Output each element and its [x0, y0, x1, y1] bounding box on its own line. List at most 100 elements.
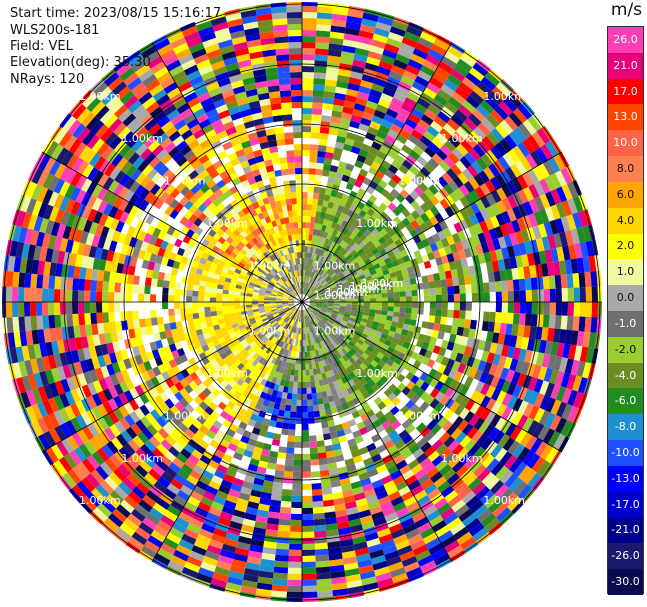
ppi-gate [402, 69, 418, 82]
ppi-gate [423, 295, 430, 302]
ppi-gate [315, 303, 322, 306]
ppi-gate [339, 212, 347, 221]
ppi-gate [316, 162, 324, 170]
ppi-gate [302, 543, 315, 550]
ppi-gate [321, 206, 328, 214]
ppi-gate [324, 85, 337, 93]
ppi-gate [542, 314, 550, 328]
ppi-gate [533, 181, 545, 197]
ppi-gate [400, 268, 409, 276]
ppi-gate [398, 164, 409, 175]
ppi-gate [425, 267, 434, 276]
ppi-gate [345, 182, 355, 191]
ppi-gate [198, 307, 205, 313]
ppi-gate [490, 109, 505, 125]
ppi-gate [381, 302, 388, 307]
ppi-gate [322, 218, 329, 226]
ppi-gate [499, 269, 507, 282]
ppi-gate [331, 288, 339, 293]
ppi-gate [310, 286, 316, 292]
ppi-gate [375, 289, 382, 295]
ppi-gate [444, 206, 455, 217]
ppi-gate [24, 272, 32, 288]
ppi-gate [281, 488, 293, 496]
ppi-gate [555, 302, 562, 316]
ppi-gate [334, 280, 342, 285]
ppi-gate [192, 307, 199, 314]
ppi-gate [344, 244, 352, 252]
ppi-gate [579, 241, 589, 258]
ppi-gate [406, 91, 420, 103]
ppi-gate [276, 415, 284, 423]
ppi-gate [392, 216, 402, 226]
ppi-gate [532, 166, 545, 182]
ppi-gate [412, 48, 429, 60]
ppi-gate [144, 277, 152, 287]
ppi-gate [307, 292, 313, 297]
ppi-gate [389, 26, 406, 37]
ppi-gate [384, 134, 396, 145]
ppi-gate [416, 282, 424, 290]
ppi-gate [454, 86, 470, 100]
ppi-gate [439, 198, 450, 210]
ppi-gate [440, 83, 455, 97]
ppi-gate [312, 288, 318, 294]
ppi-gate [315, 302, 322, 305]
ppi-gate [317, 144, 327, 152]
ppi-gate [457, 249, 467, 260]
ppi-gate [316, 584, 333, 592]
ppi-gate [138, 276, 146, 286]
ppi-gate [321, 115, 332, 123]
ppi-gate [367, 50, 383, 61]
ppi-gate [391, 259, 400, 267]
ppi-gate [382, 269, 390, 276]
ppi-gate [319, 290, 326, 294]
ppi-gate [341, 249, 348, 256]
ppi-gate [271, 584, 288, 592]
ppi-gate [365, 100, 378, 110]
ppi-gate [313, 524, 327, 532]
ppi-gate [303, 282, 306, 289]
ppi-gate [327, 239, 333, 247]
ppi-gate [90, 312, 98, 325]
ppi-gate [302, 477, 312, 484]
ppi-gate [325, 288, 332, 293]
ppi-gate [375, 170, 385, 180]
ppi-gate [316, 12, 333, 20]
ppi-gate [398, 312, 406, 319]
ppi-gate [333, 178, 342, 186]
ppi-gate [318, 458, 328, 466]
ppi-gate [302, 95, 313, 103]
ppi-gate [314, 66, 327, 74]
ppi-gate [352, 140, 363, 149]
ppi-gate [430, 99, 445, 112]
ppi-gate [363, 294, 370, 299]
ppi-gate [286, 392, 293, 400]
ppi-gate [410, 210, 421, 220]
ppi-gate [144, 309, 151, 319]
ppi-gate [204, 306, 211, 313]
ppi-gate [478, 170, 490, 184]
ppi-gate [544, 249, 553, 264]
ppi-gate [523, 266, 531, 279]
ppi-gate [234, 305, 241, 310]
ppi-gate [302, 59, 315, 67]
ppi-gate [305, 276, 308, 283]
ppi-gate [474, 211, 485, 224]
ppi-gate [239, 302, 247, 306]
ppi-gate [383, 273, 391, 280]
ppi-gate [555, 202, 567, 218]
ppi-gate [396, 203, 407, 213]
ppi-gate [395, 86, 410, 98]
ppi-gate [315, 428, 323, 436]
ppi-gate [378, 260, 387, 268]
ppi-gate [329, 37, 344, 46]
ppi-gate [310, 138, 320, 145]
ppi-gate [376, 150, 387, 160]
ppi-gate [324, 238, 330, 246]
ppi-gate [304, 282, 308, 289]
ppi-gate [375, 305, 382, 311]
ppi-gate [428, 281, 436, 289]
ppi-gate [316, 578, 332, 586]
ppi-gate [376, 244, 385, 252]
